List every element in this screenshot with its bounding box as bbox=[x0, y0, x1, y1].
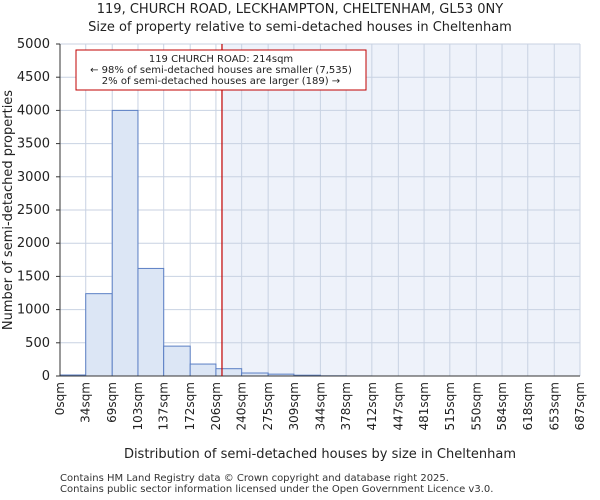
x-tick-label: 69sqm bbox=[105, 382, 119, 423]
x-tick-label: 481sqm bbox=[417, 382, 431, 430]
footer-copyright: Contains HM Land Registry data © Crown c… bbox=[60, 473, 449, 484]
chart-subtitle: Size of property relative to semi-detach… bbox=[88, 20, 512, 35]
histogram-bar bbox=[111, 109, 139, 377]
x-tick-label: 618sqm bbox=[521, 382, 535, 430]
annotation-line-3: 2% of semi-detached houses are larger (1… bbox=[102, 76, 340, 87]
x-tick-label: 240sqm bbox=[235, 382, 249, 430]
x-tick-label: 653sqm bbox=[547, 382, 561, 430]
x-tick-label: 515sqm bbox=[443, 382, 457, 430]
y-tick-label: 2000 bbox=[17, 236, 50, 251]
y-axis-label: Number of semi-detached properties bbox=[1, 90, 16, 330]
x-tick-label: 172sqm bbox=[183, 382, 197, 430]
y-tick-label: 4000 bbox=[17, 103, 50, 118]
y-tick-label: 5000 bbox=[17, 37, 50, 52]
y-tick-label: 3500 bbox=[17, 137, 50, 152]
x-tick-label: 137sqm bbox=[157, 382, 171, 430]
x-tick-label: 412sqm bbox=[365, 382, 379, 430]
histogram-bar bbox=[137, 267, 165, 377]
histogram-bar bbox=[215, 368, 243, 377]
x-tick-label: 34sqm bbox=[79, 382, 93, 423]
x-tick-label: 447sqm bbox=[391, 382, 405, 430]
annotation-line-1: 119 CHURCH ROAD: 214sqm bbox=[149, 54, 293, 65]
x-tick-label: 275sqm bbox=[261, 382, 275, 430]
x-tick-label: 206sqm bbox=[209, 382, 223, 430]
footer-licence: Contains public sector information licen… bbox=[60, 484, 494, 495]
y-tick-label: 0 bbox=[42, 369, 50, 384]
x-axis-label: Distribution of semi-detached houses by … bbox=[124, 447, 516, 462]
y-tick-label: 4500 bbox=[17, 70, 50, 85]
annotation-line-2: ← 98% of semi-detached houses are smalle… bbox=[90, 65, 352, 76]
y-tick-label: 1500 bbox=[17, 269, 50, 284]
annotation-box bbox=[75, 49, 367, 91]
chart-title: 119, CHURCH ROAD, LECKHAMPTON, CHELTENHA… bbox=[96, 2, 504, 17]
x-tick-label: 687sqm bbox=[573, 382, 587, 430]
y-tick-label: 1000 bbox=[17, 303, 50, 318]
x-tick-label: 344sqm bbox=[313, 382, 327, 430]
x-tick-label: 0sqm bbox=[53, 382, 67, 415]
x-tick-label: 378sqm bbox=[339, 382, 353, 430]
histogram-bar bbox=[163, 345, 191, 377]
y-tick-label: 500 bbox=[25, 336, 50, 351]
histogram-bar bbox=[189, 363, 217, 377]
x-tick-label: 550sqm bbox=[469, 382, 483, 430]
x-tick-label: 309sqm bbox=[287, 382, 301, 430]
x-tick-label: 103sqm bbox=[131, 382, 145, 430]
y-tick-label: 2500 bbox=[17, 203, 50, 218]
histogram-bar bbox=[85, 293, 113, 377]
x-tick-label: 584sqm bbox=[495, 382, 509, 430]
y-tick-label: 3000 bbox=[17, 170, 50, 185]
